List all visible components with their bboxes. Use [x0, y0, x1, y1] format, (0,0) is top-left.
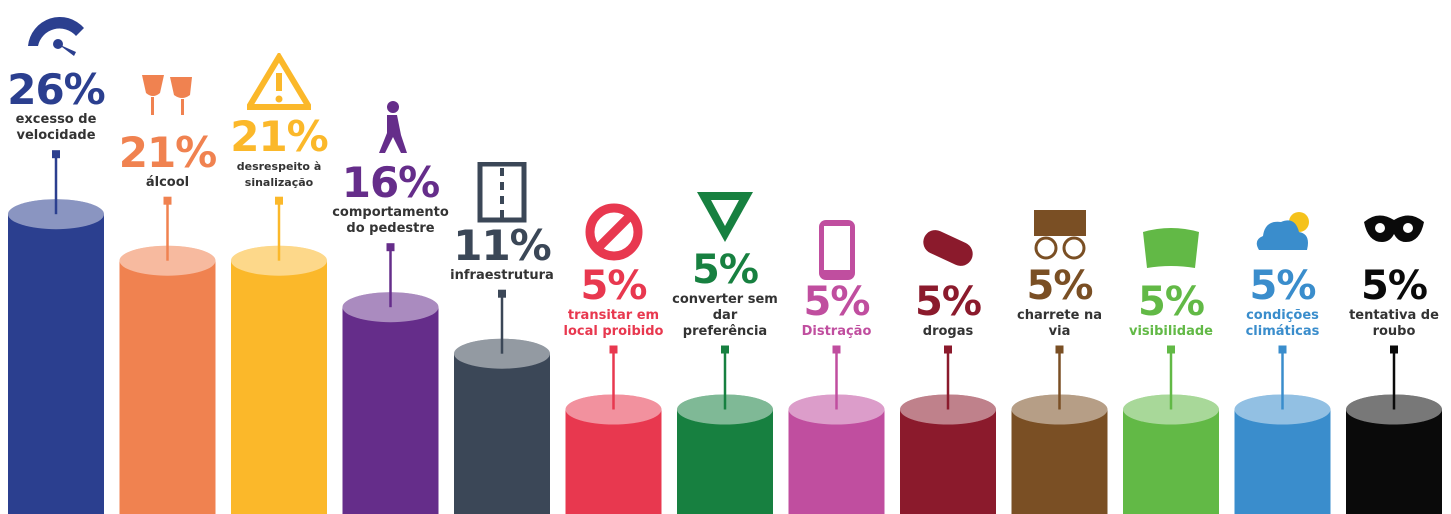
value-label: 21% [230, 111, 329, 161]
cylinder [788, 394, 885, 514]
category-label: tentativa de roubo [1349, 307, 1439, 339]
connector-square [832, 345, 841, 354]
icon [378, 101, 407, 154]
cylinder [1123, 394, 1219, 514]
connector-square [721, 345, 729, 354]
value-label: 21% [118, 127, 218, 177]
icon [818, 219, 855, 280]
connector-square [275, 196, 283, 205]
cylinder [1346, 394, 1442, 514]
connector-square [609, 345, 618, 354]
label-block: 21% desrespeito à sinalização [224, 52, 334, 191]
cylinder-body [342, 307, 439, 514]
category-label: condições climáticas [1245, 307, 1320, 339]
cylinder [565, 394, 662, 514]
category-label: excesso de velocidade [15, 112, 97, 144]
icon [247, 52, 311, 110]
value-label: 5% [1026, 262, 1094, 309]
category-label: drogas [922, 323, 974, 339]
cylinder-body [119, 260, 216, 514]
cylinder-body [677, 409, 773, 514]
value-label: 5% [580, 262, 648, 309]
cylinder-body [231, 260, 327, 514]
category-label: comportamento do pedestre [332, 205, 449, 237]
connector-square [1055, 345, 1064, 354]
cylinder [1011, 394, 1108, 514]
icon [1033, 209, 1086, 259]
cylinder [900, 394, 996, 514]
icon [697, 191, 753, 242]
category-label: Distração [801, 323, 872, 339]
category-label: charrete na via [1017, 307, 1102, 339]
cylinder [231, 245, 327, 514]
cylinder-body [1346, 409, 1442, 514]
icon [585, 203, 642, 260]
value-label: 5% [1249, 262, 1317, 309]
cylinder-body [454, 353, 550, 514]
label-block: 5% tentativa de roubo [1339, 202, 1449, 340]
category-label: álcool [145, 174, 190, 190]
label-block: 5% converter sem dar preferência [670, 186, 780, 340]
value-label: 16% [341, 158, 441, 208]
category-label: desrespeito à sinalização [236, 159, 322, 189]
connector-square [498, 289, 506, 298]
connector-square [944, 345, 952, 354]
cylinder-body [1011, 409, 1108, 514]
cylinder-body [1234, 409, 1331, 514]
category-label: visibilidade [1129, 323, 1213, 339]
cylinder [119, 245, 216, 514]
cylinder-body [1123, 409, 1219, 514]
value-label: 5% [915, 278, 982, 325]
value-label: 5% [1138, 278, 1205, 325]
label-block: 5% drogas [893, 218, 1003, 340]
cylinder [677, 394, 773, 514]
label-block: 11% infraestrutura [447, 161, 557, 284]
icon [477, 161, 527, 223]
value-label: 11% [453, 220, 552, 270]
label-block: 5% charrete na via [1005, 202, 1115, 340]
label-block: 5% transitar em local proibido [559, 202, 669, 340]
icon [1364, 214, 1424, 242]
icon [1143, 227, 1199, 268]
cylinder-body [788, 409, 885, 514]
value-label: 26% [7, 65, 106, 115]
label-block: 21% álcool [113, 69, 223, 191]
label-block: 5% visibilidade [1116, 218, 1226, 340]
cylinder-body [900, 409, 996, 514]
cylinder [8, 199, 104, 514]
connector-square [163, 196, 172, 205]
cylinder [1234, 394, 1331, 514]
icon [141, 74, 192, 115]
cylinder-body [565, 409, 662, 514]
label-block: 5% condições climáticas [1228, 202, 1338, 340]
value-label: 5% [1361, 262, 1428, 309]
cylinder [454, 338, 550, 514]
label-block: 26% excesso de velocidade [1, 6, 111, 144]
value-label: 5% [803, 278, 871, 325]
icon [28, 17, 84, 57]
connector-square [1390, 345, 1398, 354]
label-block: 5% Distração [782, 218, 892, 340]
category-label: infraestrutura [450, 267, 554, 283]
connector-square [1278, 345, 1287, 354]
cylinder-body [8, 214, 104, 514]
cylinder [342, 292, 439, 514]
connector-square [1167, 345, 1175, 354]
label-block: 16% comportamento do pedestre [332, 99, 449, 237]
value-label: 5% [692, 246, 759, 293]
category-label: converter sem dar preferência [672, 291, 778, 339]
icon [923, 229, 973, 266]
connector-square [52, 150, 60, 159]
category-label: transitar em local proibido [563, 307, 664, 339]
connector-square [386, 243, 395, 252]
icon [1256, 211, 1309, 250]
